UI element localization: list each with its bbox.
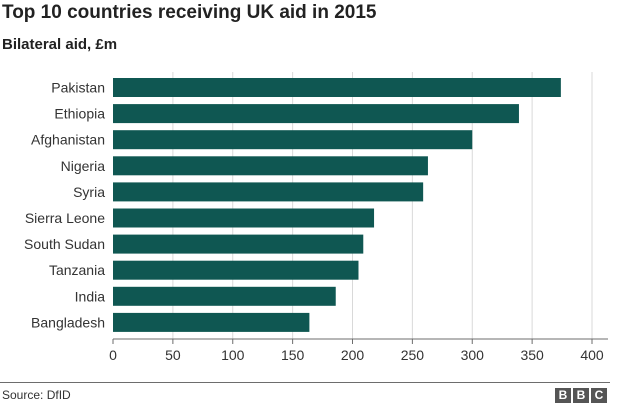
- bar: [113, 78, 561, 97]
- x-tick-label: 300: [461, 347, 485, 363]
- footer-divider: [0, 382, 610, 383]
- x-tick-label: 100: [221, 347, 245, 363]
- x-tick-label: 200: [341, 347, 365, 363]
- bar-chart: 0 50 100 150 200 250 300 350 400 Pakistan Ethiopia…: [24, 72, 608, 363]
- bar: [113, 234, 364, 254]
- logo-letter-b2: B: [573, 388, 589, 403]
- category-label: Pakistan: [51, 80, 105, 96]
- category-label: South Sudan: [24, 236, 105, 252]
- category-label: India: [75, 288, 106, 304]
- category-label: Sierra Leone: [25, 210, 105, 226]
- category-label: Ethiopia: [54, 106, 105, 122]
- x-tick-label: 250: [401, 347, 425, 363]
- bar: [113, 208, 375, 228]
- logo-letter-b1: B: [555, 388, 571, 403]
- x-tick-label: 400: [580, 347, 604, 363]
- x-tick-label: 350: [520, 347, 544, 363]
- source-note: Source: DfID: [2, 388, 71, 402]
- bbc-logo: B B C: [555, 388, 607, 403]
- bar: [113, 182, 424, 202]
- logo-letter-c: C: [591, 388, 607, 403]
- x-tick-label: 150: [281, 347, 305, 363]
- bar: [113, 156, 428, 176]
- category-label: Tanzania: [49, 262, 105, 278]
- category-label: Nigeria: [61, 158, 106, 174]
- bar: [113, 104, 519, 124]
- x-tick-label: 50: [165, 347, 181, 363]
- category-label: Afghanistan: [31, 132, 105, 148]
- bar: [113, 260, 359, 280]
- category-label: Syria: [73, 184, 105, 200]
- x-tick-label: 0: [109, 347, 117, 363]
- chart-subtitle: Bilateral aid, £m: [2, 36, 118, 53]
- bar: [113, 312, 310, 332]
- bar: [113, 286, 336, 306]
- chart-title: Top 10 countries receiving UK aid in 201…: [2, 2, 377, 23]
- category-label: Bangladesh: [31, 314, 105, 330]
- bar: [113, 130, 473, 150]
